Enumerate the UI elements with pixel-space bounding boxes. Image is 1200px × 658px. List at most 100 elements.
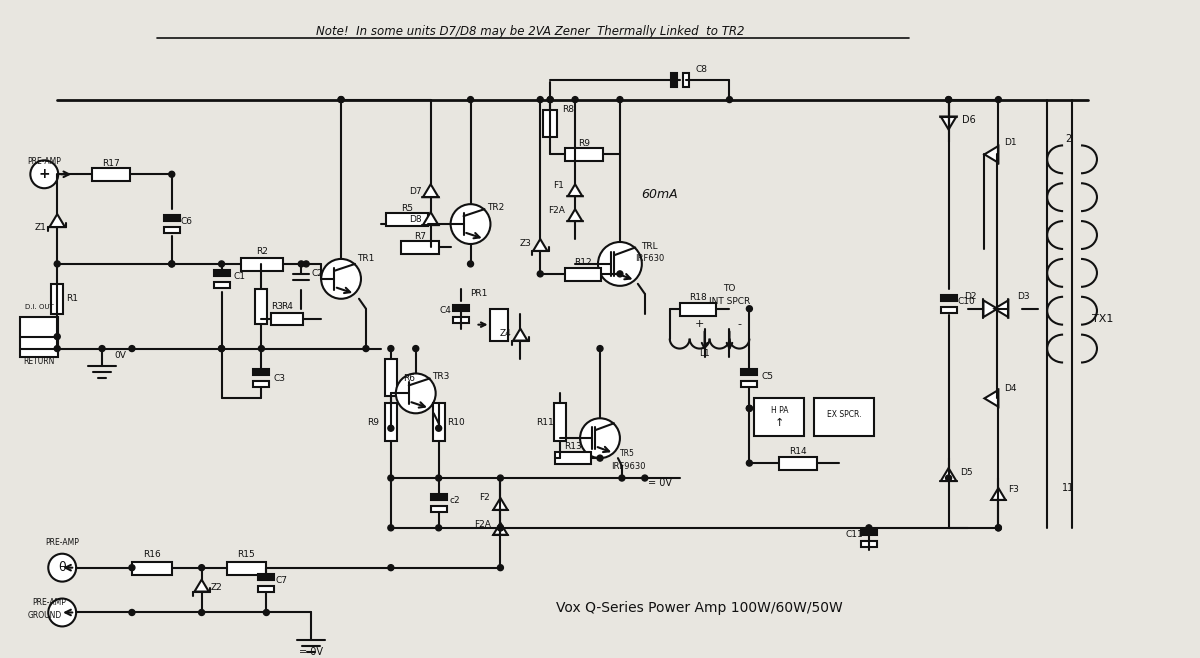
Bar	[253, 370, 269, 376]
Text: R6: R6	[403, 374, 415, 383]
Text: R18: R18	[689, 293, 707, 302]
Text: 0V: 0V	[114, 351, 126, 360]
Circle shape	[538, 97, 544, 103]
Text: D.I. OUT: D.I. OUT	[25, 304, 54, 310]
Bar	[163, 227, 180, 233]
Bar	[401, 241, 439, 254]
Circle shape	[48, 599, 76, 626]
Circle shape	[598, 345, 602, 351]
Bar	[671, 72, 677, 87]
Circle shape	[218, 345, 224, 351]
Circle shape	[746, 405, 752, 411]
Circle shape	[580, 418, 620, 458]
Text: R10: R10	[446, 418, 464, 427]
Polygon shape	[194, 580, 209, 592]
Text: PR1: PR1	[470, 290, 487, 298]
Circle shape	[995, 97, 1001, 103]
Text: Z4: Z4	[499, 329, 511, 338]
Bar	[941, 307, 956, 313]
Text: R5: R5	[401, 203, 413, 213]
Polygon shape	[493, 498, 508, 510]
Text: R7: R7	[414, 232, 426, 241]
Bar	[92, 168, 130, 181]
Circle shape	[746, 405, 752, 411]
Circle shape	[946, 97, 952, 103]
Text: R11: R11	[536, 418, 554, 427]
Bar	[227, 562, 266, 574]
Text: C10: C10	[958, 297, 976, 306]
Text: R17: R17	[102, 159, 120, 168]
Circle shape	[218, 345, 224, 351]
Circle shape	[169, 171, 175, 177]
Polygon shape	[514, 328, 528, 341]
Circle shape	[54, 334, 60, 340]
Text: PRE-AMP: PRE-AMP	[28, 157, 61, 166]
Text: R2: R2	[257, 247, 269, 257]
Text: TR3: TR3	[432, 372, 449, 381]
Text: 2: 2	[1064, 134, 1072, 144]
Text: θ: θ	[59, 561, 66, 574]
Text: 11: 11	[1062, 483, 1074, 493]
Bar	[452, 305, 468, 311]
Text: RETURN: RETURN	[24, 357, 55, 366]
Text: F2A: F2A	[474, 520, 491, 529]
Text: Z3: Z3	[520, 240, 532, 249]
Text: R9: R9	[578, 139, 590, 148]
Text: L1: L1	[700, 349, 710, 358]
Text: D2: D2	[965, 292, 977, 301]
Circle shape	[128, 609, 134, 615]
Circle shape	[54, 345, 60, 351]
Circle shape	[263, 609, 269, 615]
Circle shape	[299, 261, 305, 267]
Bar	[385, 359, 397, 396]
Text: GROUND: GROUND	[28, 611, 61, 620]
Bar	[860, 529, 877, 535]
Bar	[679, 303, 715, 316]
Circle shape	[48, 554, 76, 582]
Circle shape	[436, 525, 442, 531]
Text: D4: D4	[1004, 384, 1016, 393]
Bar	[544, 109, 557, 138]
Circle shape	[436, 475, 442, 481]
Circle shape	[498, 525, 503, 531]
Text: D1: D1	[1004, 138, 1016, 147]
Circle shape	[338, 97, 344, 103]
Text: TR5: TR5	[620, 449, 635, 458]
Bar	[683, 72, 689, 87]
Text: 60mA: 60mA	[642, 188, 678, 201]
Bar	[214, 282, 229, 288]
Text: C1: C1	[234, 272, 246, 282]
Bar	[941, 295, 956, 301]
Polygon shape	[422, 184, 438, 197]
Circle shape	[995, 525, 1001, 531]
Text: Z1: Z1	[35, 222, 47, 232]
Circle shape	[726, 97, 732, 103]
Polygon shape	[984, 300, 997, 317]
Text: R16: R16	[143, 550, 161, 559]
Circle shape	[866, 525, 872, 531]
Text: R14: R14	[790, 447, 806, 455]
Circle shape	[468, 97, 474, 103]
Bar	[431, 506, 446, 512]
Text: = 0V: = 0V	[648, 478, 672, 488]
Text: H PA: H PA	[770, 406, 788, 415]
Polygon shape	[568, 184, 582, 196]
Bar	[386, 213, 427, 226]
Bar	[860, 541, 877, 547]
Circle shape	[746, 460, 752, 466]
Circle shape	[199, 565, 205, 570]
Circle shape	[598, 242, 642, 286]
Bar	[431, 494, 446, 500]
Text: C8: C8	[696, 65, 708, 74]
Circle shape	[436, 425, 442, 431]
Circle shape	[946, 97, 952, 103]
Text: F2A: F2A	[547, 206, 565, 215]
Text: IRF9630: IRF9630	[611, 461, 646, 470]
Circle shape	[642, 475, 648, 481]
Bar	[565, 268, 601, 281]
Circle shape	[995, 525, 1001, 531]
Bar	[491, 309, 509, 341]
Text: R13: R13	[564, 442, 582, 451]
Circle shape	[946, 475, 952, 481]
Text: PRE-AMP: PRE-AMP	[32, 598, 66, 607]
